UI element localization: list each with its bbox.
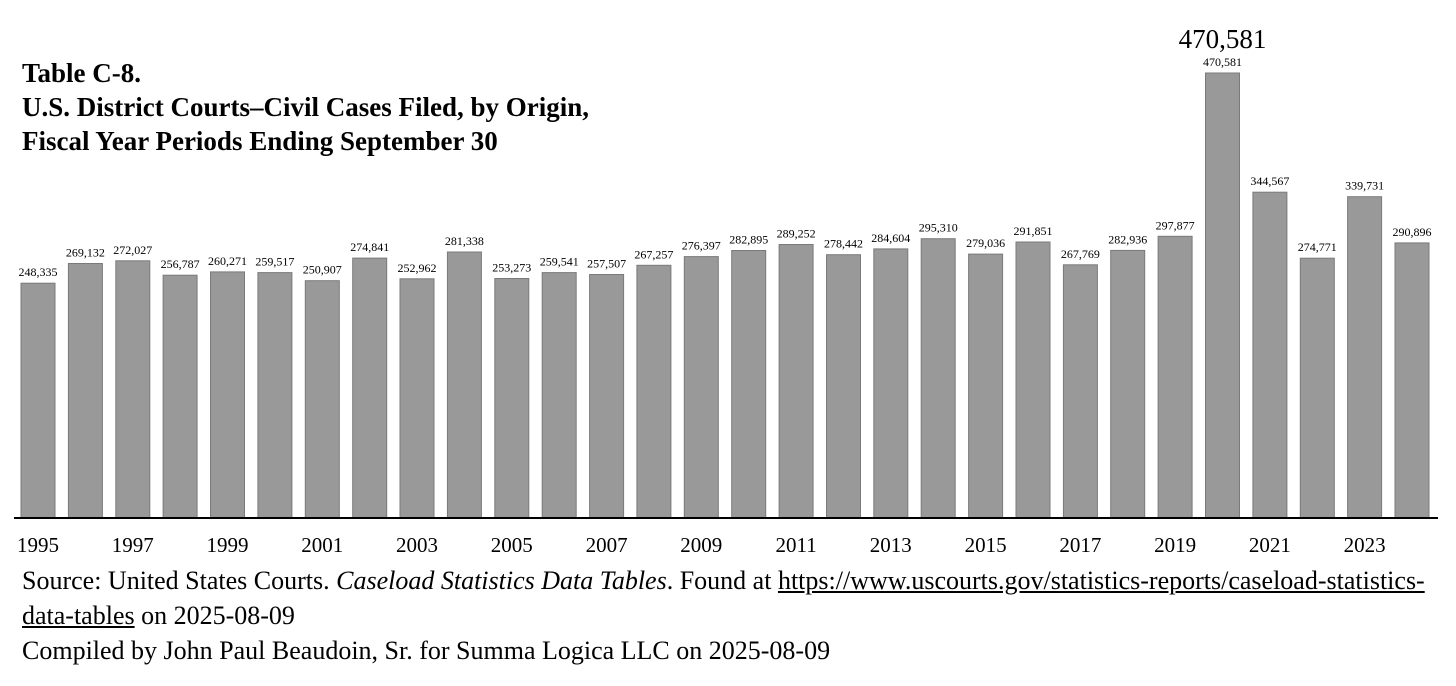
value-label-1996: 269,132: [66, 246, 105, 260]
value-label-2003: 252,962: [398, 261, 437, 275]
value-label-2004: 281,338: [445, 234, 484, 248]
x-tick-1999: 1999: [207, 533, 249, 557]
source-line: Source: United States Courts. Caseload S…: [22, 563, 1442, 633]
bar-2021: [1252, 191, 1288, 519]
bar-2006: [541, 272, 577, 519]
value-label-2013: 284,604: [871, 231, 910, 245]
bar-2022: [1299, 257, 1335, 519]
bar-2011: [778, 244, 814, 519]
value-label-2018: 282,936: [1108, 232, 1147, 246]
bar-2000: [257, 272, 293, 519]
source-title: Caseload Statistics Data Tables: [336, 566, 667, 595]
bar-2019: [1157, 235, 1193, 519]
bar-2017: [1062, 264, 1098, 519]
value-labels-group: 248,335 269,132 272,027 256,787 260,271 259,5…: [19, 55, 1432, 279]
bar-2012: [826, 254, 861, 519]
bar-2005: [494, 278, 530, 519]
x-tick-2003: 2003: [396, 533, 438, 557]
x-tick-2001: 2001: [301, 533, 343, 557]
x-tick-2021: 2021: [1249, 533, 1291, 557]
chart-title: Table C-8. U.S. District Courts–Civil Ca…: [22, 56, 742, 158]
x-tick-2019: 2019: [1154, 533, 1196, 557]
x-tick-2011: 2011: [775, 533, 816, 557]
bar-1998: [162, 274, 198, 519]
bar-1995: [20, 282, 56, 519]
source-note: Source: United States Courts. Caseload S…: [22, 563, 1442, 668]
value-label-2005: 253,273: [492, 261, 531, 275]
bar-2008: [636, 264, 672, 519]
value-label-2017: 267,769: [1061, 247, 1100, 261]
bar-2001: [304, 280, 340, 519]
x-tick-2015: 2015: [965, 533, 1007, 557]
value-label-1997: 272,027: [113, 243, 152, 257]
bar-2014: [920, 238, 956, 519]
x-tick-labels-group: 1995 1997 1999 2001 2003 2005 2007 2009 2011 2013…: [17, 533, 1386, 557]
bar-2015: [968, 253, 1004, 519]
value-label-2015: 279,036: [966, 236, 1005, 250]
x-tick-2017: 2017: [1059, 533, 1101, 557]
value-label-1999: 260,271: [208, 254, 247, 268]
x-tick-2023: 2023: [1344, 533, 1386, 557]
title-line-2: U.S. District Courts–Civil Cases Filed, …: [22, 92, 589, 122]
bar-2024: [1394, 242, 1430, 519]
bar-2002: [352, 257, 388, 519]
value-label-1998: 256,787: [161, 257, 200, 271]
value-label-2002: 274,841: [350, 240, 389, 254]
bar-2003: [399, 278, 435, 519]
title-line-3: Fiscal Year Periods Ending September 30: [22, 126, 498, 156]
value-label-2014: 295,310: [919, 221, 958, 235]
compiled-line: Compiled by John Paul Beaudoin, Sr. for …: [22, 636, 831, 665]
value-label-2020: 470,581: [1203, 55, 1242, 69]
bar-2007: [589, 274, 625, 519]
value-label-2010: 282,895: [729, 233, 768, 247]
value-label-2006: 259,541: [540, 255, 579, 269]
source-prefix: Source: United States Courts.: [22, 566, 337, 595]
value-label-2012: 278,442: [824, 237, 863, 251]
bar-2023: [1347, 196, 1383, 519]
bar-2009: [683, 256, 719, 519]
x-tick-2013: 2013: [870, 533, 912, 557]
value-label-2022: 274,771: [1298, 240, 1337, 254]
x-tick-1995: 1995: [17, 533, 59, 557]
bar-2013: [873, 248, 909, 519]
source-link[interactable]: https://www.uscourts.gov/statistics-repo…: [22, 566, 1425, 630]
bar-2018: [1110, 249, 1146, 519]
source-suffix: on 2025-08-09: [134, 601, 295, 630]
bar-1997: [115, 260, 151, 519]
peak-callout-label: 470,581: [1179, 24, 1267, 54]
value-label-2007: 257,507: [587, 257, 626, 271]
value-label-2021: 344,567: [1250, 174, 1289, 188]
source-found-at: . Found at: [666, 566, 778, 595]
value-label-2023: 339,731: [1345, 179, 1384, 193]
bar-1996: [67, 263, 103, 519]
value-label-2019: 297,877: [1156, 218, 1195, 232]
value-label-2000: 259,517: [255, 255, 294, 269]
x-tick-2007: 2007: [586, 533, 628, 557]
x-tick-2005: 2005: [491, 533, 533, 557]
value-label-2009: 276,397: [682, 239, 721, 253]
value-label-2016: 291,851: [1014, 224, 1053, 238]
x-tick-1997: 1997: [112, 533, 154, 557]
x-tick-2009: 2009: [680, 533, 722, 557]
value-label-1995: 248,335: [19, 265, 58, 279]
bar-1999: [210, 271, 245, 519]
value-label-2008: 267,257: [634, 247, 673, 261]
bar-2016: [1015, 241, 1051, 519]
bar-2004: [446, 251, 482, 519]
value-label-2001: 250,907: [303, 263, 342, 277]
value-label-2024: 290,896: [1393, 225, 1432, 239]
bar-chart: 248,335 269,132 272,027 256,787 260,271 259,5…: [14, 24, 1438, 557]
bar-2020: [1205, 72, 1240, 519]
title-line-1: Table C-8.: [22, 58, 142, 88]
bars-group: [20, 72, 1430, 519]
value-label-2011: 289,252: [777, 227, 816, 241]
bar-2010: [731, 250, 767, 519]
